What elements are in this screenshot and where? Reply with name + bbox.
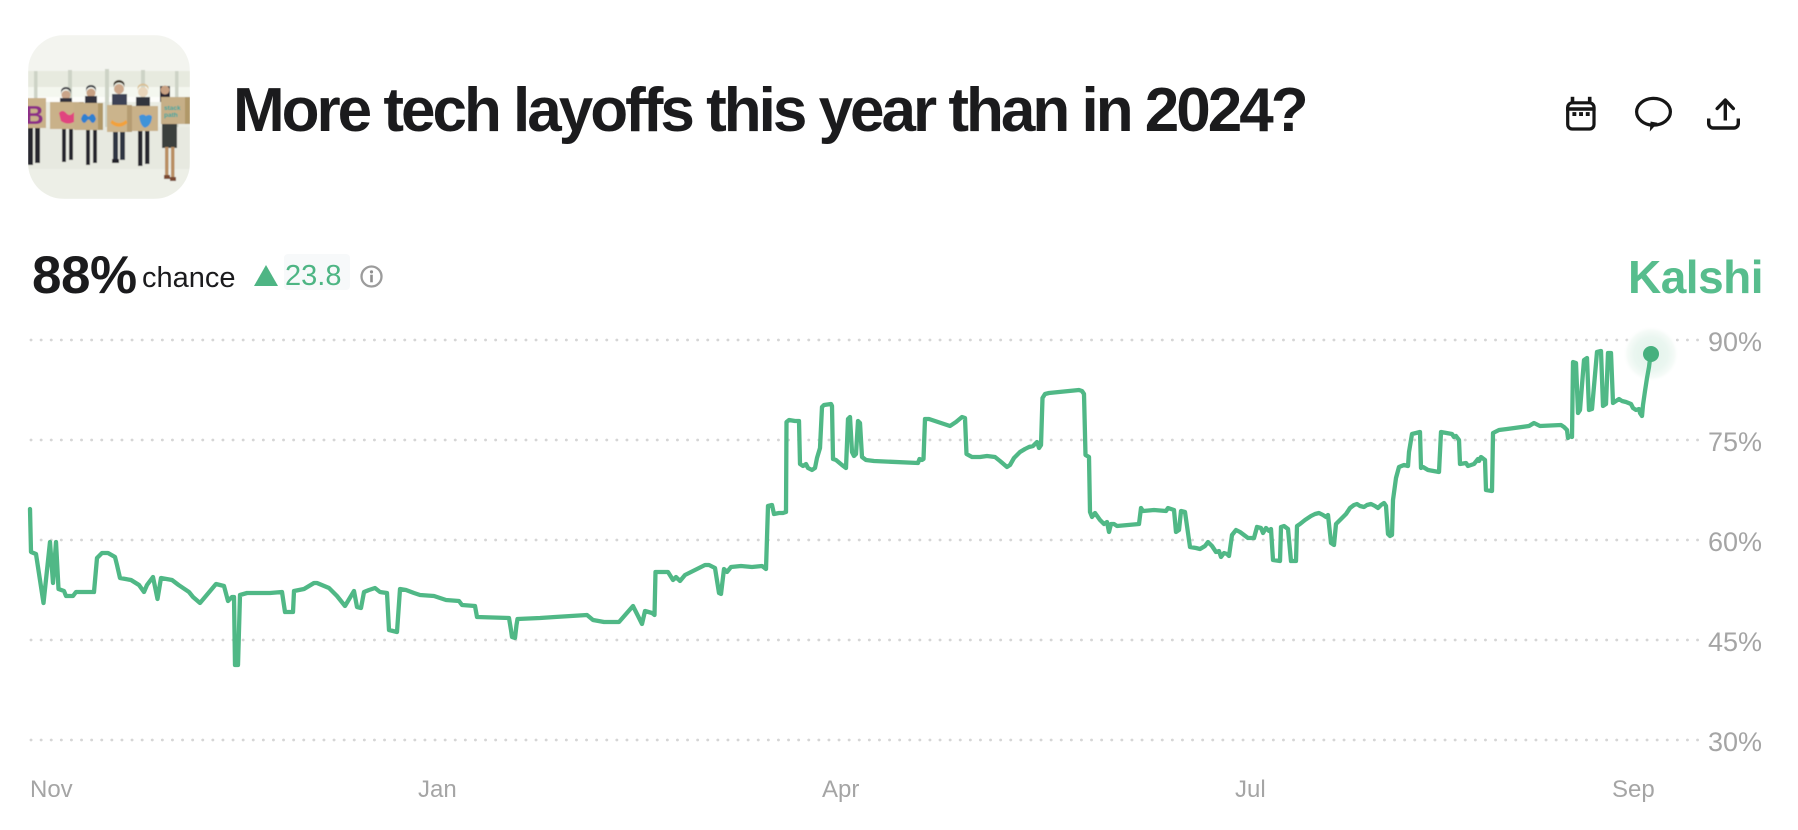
svg-text:stack: stack (164, 105, 181, 112)
svg-text:30%: 30% (1708, 727, 1762, 757)
svg-text:Jul: Jul (1235, 776, 1266, 803)
svg-text:Sep: Sep (1612, 776, 1655, 803)
svg-text:Apr: Apr (822, 776, 859, 803)
svg-text:60%: 60% (1708, 527, 1762, 557)
svg-text:path: path (164, 112, 178, 119)
svg-text:B: B (28, 100, 44, 130)
svg-text:Nov: Nov (30, 776, 73, 803)
svg-text:90%: 90% (1708, 327, 1762, 357)
svg-text:45%: 45% (1708, 627, 1762, 657)
svg-text:Jan: Jan (418, 776, 457, 803)
svg-text:75%: 75% (1708, 427, 1762, 457)
